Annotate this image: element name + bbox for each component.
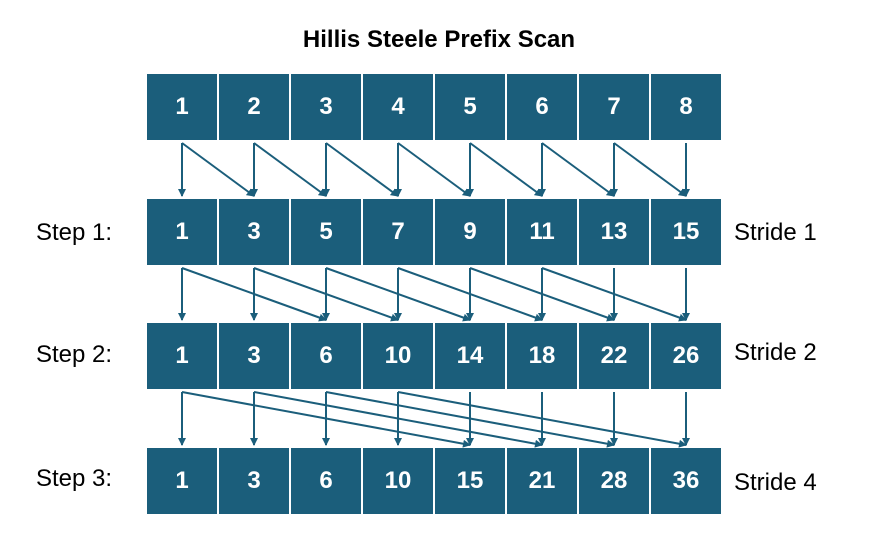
add-arrow [181,142,255,197]
array-cell: 13 [578,198,650,266]
array-cell: 2 [218,73,290,141]
array-cell: 4 [362,73,434,141]
array-cell: 11 [506,198,578,266]
array-cell: 7 [362,198,434,266]
array-cell: 36 [650,447,722,515]
array-cell: 6 [290,447,362,515]
add-arrow [541,142,615,197]
array-cell: 9 [434,198,506,266]
add-arrow [469,142,543,197]
array-row-step-2: 1 3 6 10 14 18 22 26 [146,322,722,390]
step-1-label: Step 1: [36,219,113,246]
array-cell: 3 [218,322,290,390]
array-cell: 5 [290,198,362,266]
array-cell: 21 [506,447,578,515]
array-cell: 22 [578,322,650,390]
array-row-input: 1 2 3 4 5 6 7 8 [146,73,722,141]
array-cell: 1 [146,447,218,515]
array-cell: 3 [218,198,290,266]
array-cell: 18 [506,322,578,390]
array-cell: 1 [146,322,218,390]
add-arrow [397,142,471,197]
array-cell: 1 [146,198,218,266]
array-row-step-3: 1 3 6 10 15 21 28 36 [146,447,722,515]
add-arrow [325,142,399,197]
step-2-label: Step 2: [36,341,113,368]
array-cell: 15 [434,447,506,515]
stride-2-label: Stride 2 [734,339,817,366]
array-cell: 10 [362,447,434,515]
array-cell: 6 [290,322,362,390]
array-row-step-1: 1 3 5 7 9 11 13 15 [146,198,722,266]
stride-1-label: Stride 1 [734,219,817,246]
add-arrow [613,142,687,197]
array-cell: 8 [650,73,722,141]
array-cell: 28 [578,447,650,515]
array-cell: 26 [650,322,722,390]
stride-4-label: Stride 4 [734,469,817,496]
array-cell: 3 [218,447,290,515]
array-cell: 3 [290,73,362,141]
array-cell: 1 [146,73,218,141]
array-cell: 15 [650,198,722,266]
add-arrow [253,142,327,197]
array-cell: 7 [578,73,650,141]
array-cell: 14 [434,322,506,390]
array-cell: 5 [434,73,506,141]
array-cell: 6 [506,73,578,141]
diagram-title: Hillis Steele Prefix Scan [302,26,576,53]
step-3-label: Step 3: [36,465,113,492]
array-cell: 10 [362,322,434,390]
